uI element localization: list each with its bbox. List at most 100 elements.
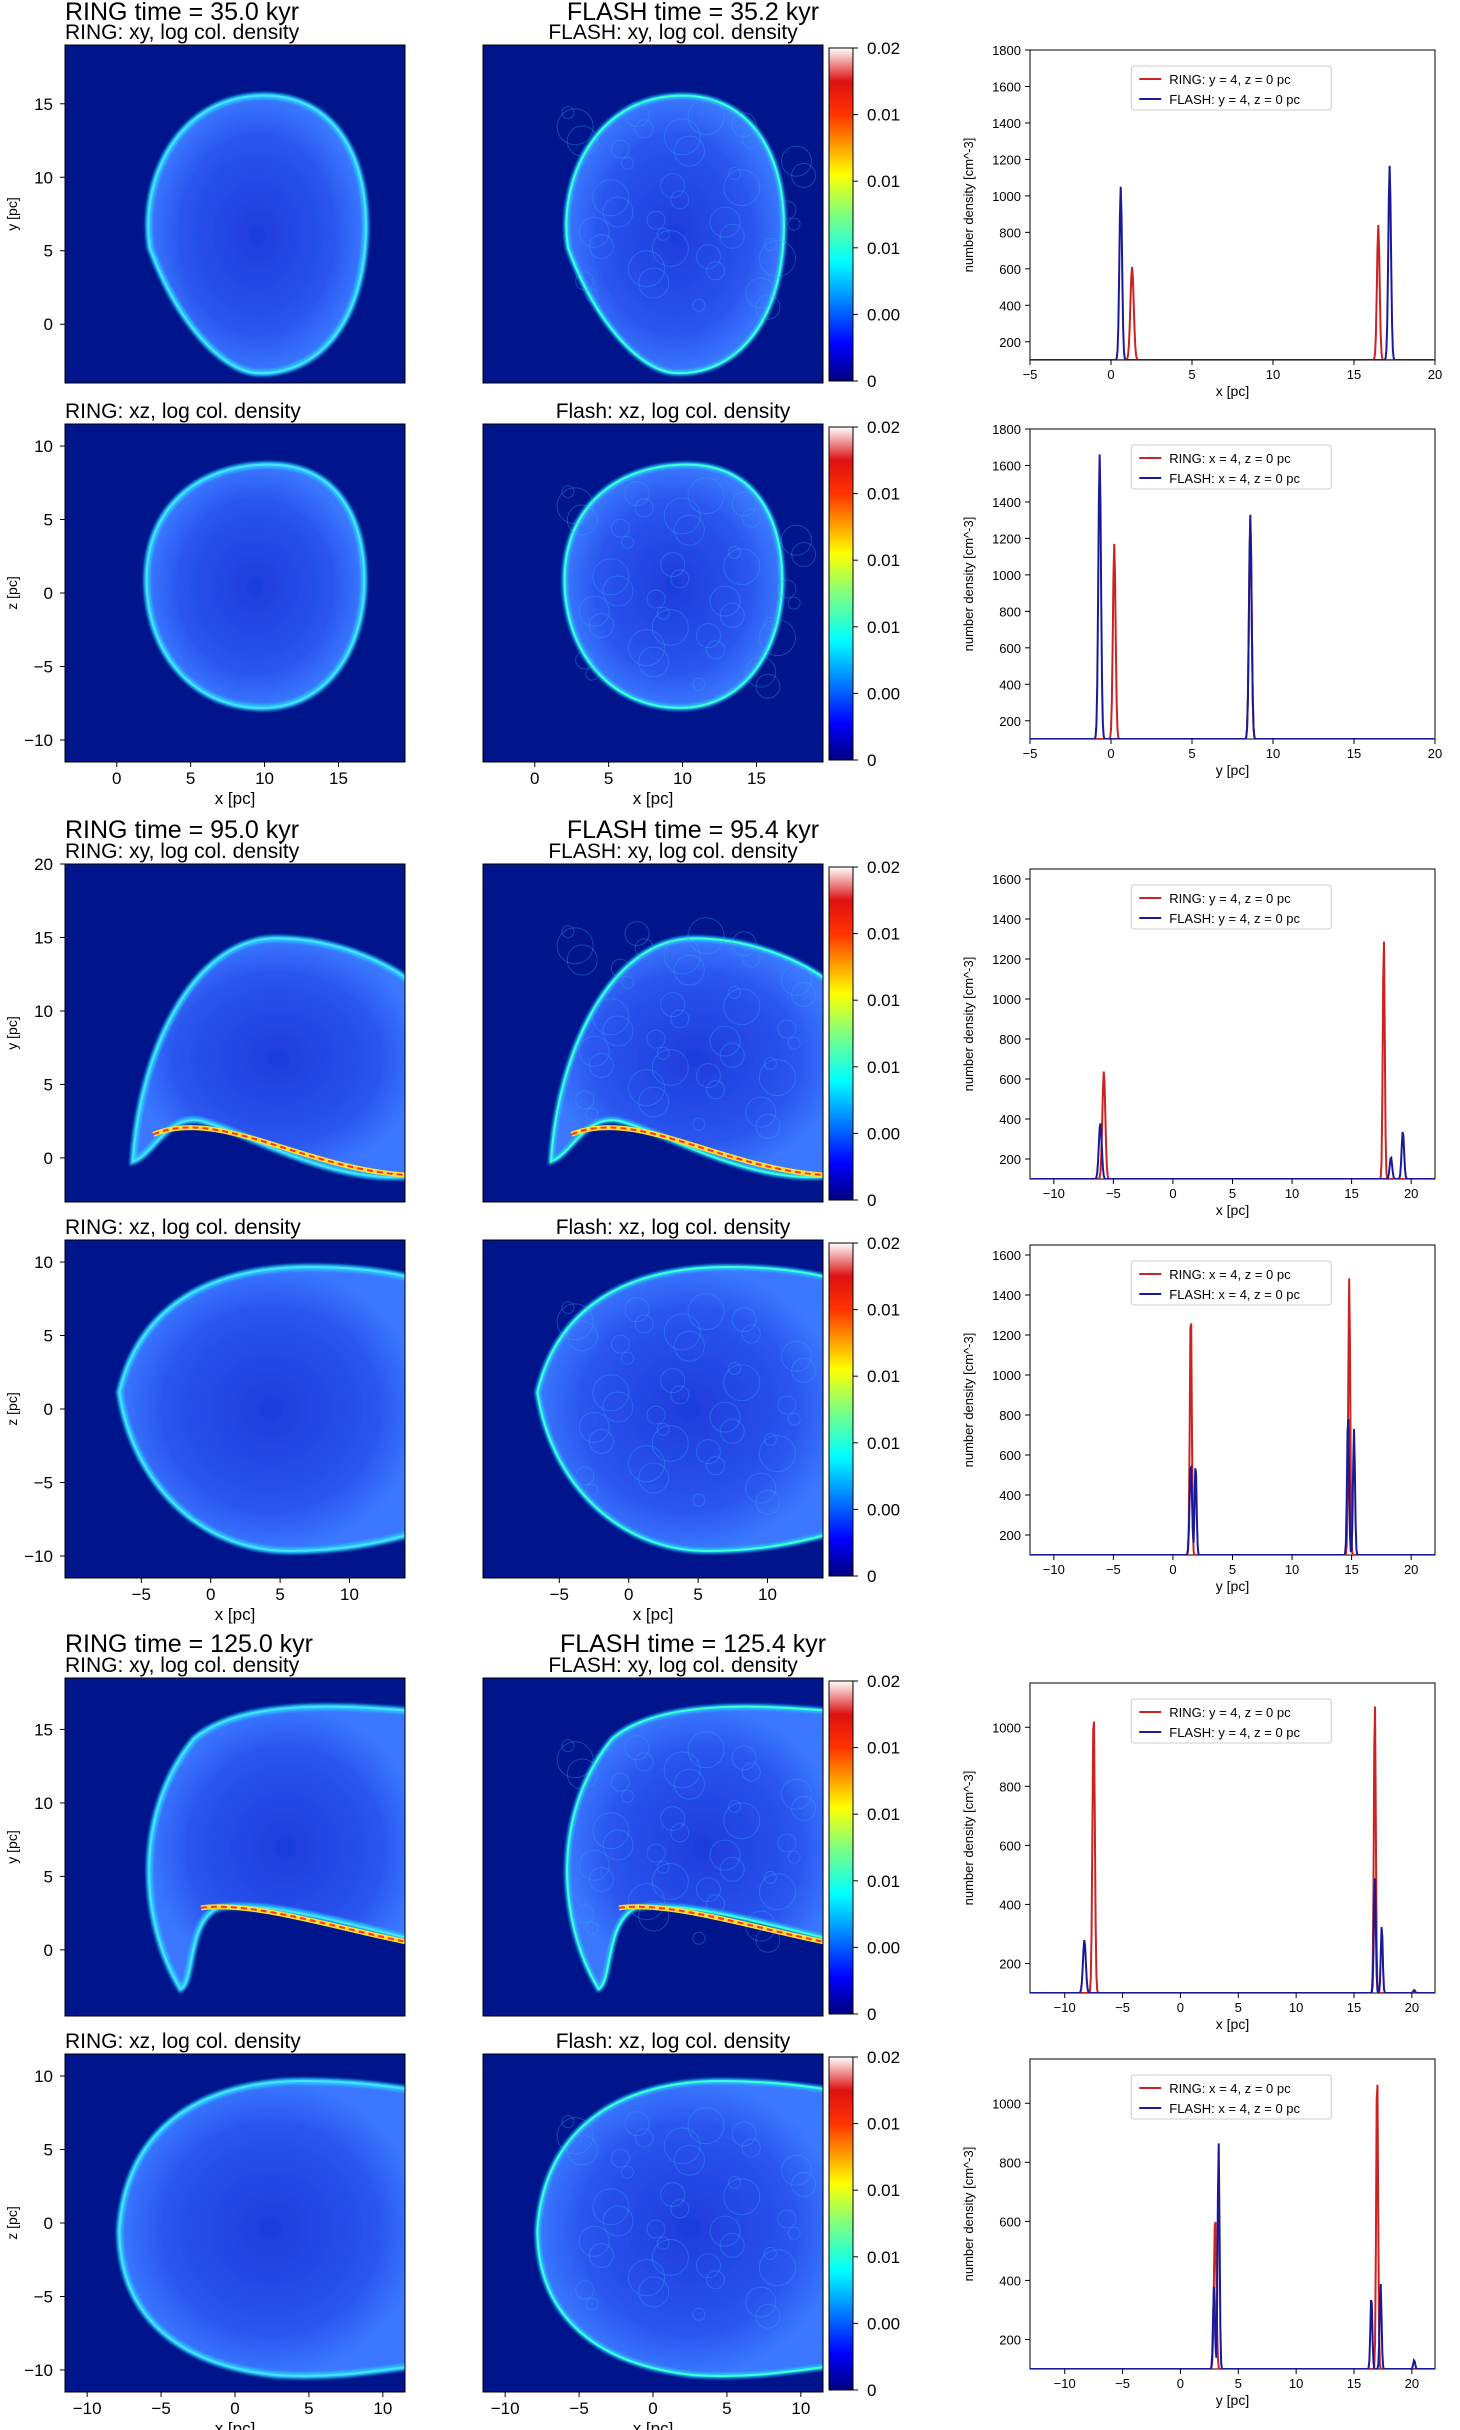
x-axis-label: x [pc]: [1216, 383, 1249, 399]
turbulence-cell: [634, 498, 654, 518]
x-tick-label: −10: [73, 2399, 102, 2418]
turbulence-cell: [646, 1029, 666, 1049]
turbulence-cell: [621, 2165, 634, 2179]
turbulence-cell: [758, 1059, 796, 1097]
turbulence-cell: [556, 487, 594, 525]
turbulence-cell: [628, 1883, 666, 1921]
turbulence-cell: [791, 1357, 817, 1383]
y-tick-label: 10: [34, 1253, 53, 1272]
y-tick-label: 400: [999, 2273, 1021, 2288]
y-tick-label: 1200: [992, 952, 1021, 967]
turbulence-cell: [656, 1860, 670, 1874]
turbulence-cell: [588, 612, 614, 638]
turbulence-cell: [787, 1850, 801, 1864]
y-axis-label: z [pc]: [4, 2206, 20, 2239]
turbulence-cell: [706, 261, 726, 281]
y-axis-label: number density [cm^-3]: [961, 1771, 976, 1906]
x-tick-label: 5: [1188, 746, 1195, 761]
x-tick-label: 10: [1266, 367, 1280, 382]
density-map-12: RING: xy, log col. density 15 10 5 0 y [pc]: [4, 1654, 406, 2017]
row-title-flash: FLASH time = 95.4 kyr: [567, 816, 819, 844]
turbulence-cell: [692, 677, 706, 691]
x-tick-label: 20: [1428, 746, 1442, 761]
dense-arc-core: [571, 1126, 823, 1176]
colorbar: 0 0.00 0.01 0.01 0.01 0.02: [828, 1234, 900, 1586]
x-tick-label: 5: [186, 769, 195, 788]
density-map-0: RING: xy, log col. density 15 10 5 0 y [pc]: [4, 21, 406, 384]
x-tick-label: 5: [722, 2399, 731, 2418]
colorbar-tick-label: 0: [867, 1567, 876, 1586]
colorbar-gradient: [828, 866, 854, 1201]
turbulence-cell: [656, 606, 670, 620]
y-tick-label: 600: [999, 1838, 1021, 1853]
turbulence-cell: [656, 2236, 670, 2250]
x-tick-label: 0: [624, 1585, 633, 1604]
turbulence-cell: [692, 1117, 706, 1131]
turbulence-cell: [660, 992, 686, 1018]
y-tick-label: 800: [999, 604, 1021, 619]
y-tick-label: 1000: [992, 1368, 1021, 1383]
legend-label: FLASH: y = 4, z = 0 pc: [1169, 1725, 1300, 1740]
turbulence-cell: [624, 1735, 650, 1761]
x-tick-label: 10: [340, 1585, 359, 1604]
turbulence-cell: [745, 2286, 777, 2318]
turbulence-cell: [585, 288, 599, 302]
y-tick-label: 600: [999, 1072, 1021, 1087]
colorbar-tick-label: 0.01: [867, 618, 900, 637]
turbulence-cell: [787, 596, 801, 610]
x-axis-label: x [pc]: [633, 789, 674, 808]
turbulence-cell: [706, 1456, 726, 1476]
turbulence-cell: [578, 1849, 610, 1881]
turbulence-cell: [687, 1293, 725, 1331]
legend-label: RING: y = 4, z = 0 pc: [1169, 891, 1291, 906]
x-tick-label: 15: [329, 769, 348, 788]
x-tick-label: 10: [373, 2399, 392, 2418]
map-title: RING: xy, log col. density: [65, 1654, 300, 1677]
x-tick-label: 20: [1405, 2376, 1419, 2391]
y-axis-label: y [pc]: [4, 1016, 20, 1049]
y-tick-label: 200: [999, 1528, 1021, 1543]
turbulence-cell: [561, 1301, 575, 1315]
map-frame: [64, 863, 406, 1203]
y-tick-label: 0: [44, 315, 53, 334]
map-frame: [64, 1677, 406, 2017]
turbulence-cell: [791, 162, 817, 188]
y-axis-label: number density [cm^-3]: [961, 957, 976, 1092]
y-tick-label: 5: [44, 511, 53, 530]
turbulence-cell: [709, 585, 741, 617]
map-frame: [482, 423, 824, 763]
y-tick-label: 400: [999, 1897, 1021, 1912]
bubble-rim: [131, 937, 405, 1179]
map-title: RING: xy, log col. density: [65, 840, 300, 863]
turbulence-cell: [787, 1412, 801, 1426]
colorbar: 0 0.00 0.01 0.01 0.01 0.02: [828, 858, 900, 1210]
colorbar-tick-label: 0: [867, 1191, 876, 1210]
x-tick-label: 15: [1347, 746, 1361, 761]
colorbar-tick-label: 0.01: [867, 925, 900, 944]
turbulence-cell: [628, 629, 666, 667]
turbulence-cell: [578, 216, 610, 248]
turbulence-cell: [755, 673, 781, 699]
x-tick-label: −10: [1054, 2000, 1076, 2015]
turbulence-cell: [575, 1466, 595, 1486]
bubble-rim: [536, 2079, 823, 2377]
y-tick-label: 1800: [992, 422, 1021, 437]
y-tick-label: 400: [999, 298, 1021, 313]
turbulence-cell: [566, 944, 598, 976]
x-tick-label: 20: [1404, 1562, 1418, 1577]
y-tick-label: 0: [44, 1149, 53, 1168]
lineout-plot-11: −10 −5 0 5 10 15 20 200 400 600 800 1000 1200 1400 160…: [961, 1244, 1436, 1594]
x-tick-label: 10: [255, 769, 274, 788]
turbulence-cell: [695, 623, 721, 649]
turbulence-cell: [758, 1435, 796, 1473]
colorbar-tick-label: 0: [867, 372, 876, 391]
turbulence-cell: [695, 1439, 721, 1465]
turbulence-cell: [663, 1313, 701, 1351]
turbulence-cell: [561, 925, 575, 939]
colorbar-tick-label: 0: [867, 2005, 876, 2024]
turbulence-cell: [585, 2297, 599, 2311]
turbulence-cell: [719, 1418, 745, 1444]
turbulence-cell: [663, 497, 701, 535]
turbulence-cell: [741, 508, 761, 528]
turbulence-cell: [646, 589, 666, 609]
